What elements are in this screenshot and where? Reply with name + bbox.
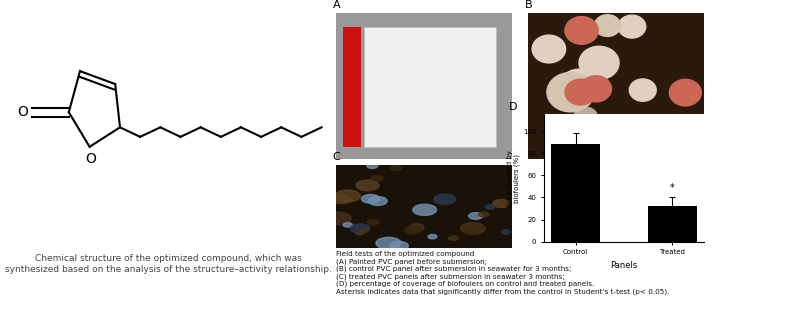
Text: Field tests of the optimized compound
(A) Painted PVC panel before submersion;
(: Field tests of the optimized compound (A…: [336, 251, 670, 295]
Bar: [364, 27, 496, 147]
Circle shape: [565, 79, 596, 105]
Circle shape: [390, 241, 408, 250]
Circle shape: [559, 69, 599, 103]
Text: D: D: [509, 102, 518, 112]
Circle shape: [478, 212, 489, 217]
Circle shape: [493, 199, 510, 208]
Bar: [343, 27, 361, 147]
Text: O: O: [85, 152, 96, 166]
Circle shape: [350, 224, 370, 233]
Circle shape: [367, 163, 378, 169]
Circle shape: [469, 213, 483, 219]
Bar: [551, 144, 600, 242]
Circle shape: [391, 166, 401, 170]
Bar: [648, 206, 697, 242]
Circle shape: [409, 224, 424, 231]
Text: A: A: [333, 0, 340, 10]
Circle shape: [580, 76, 611, 102]
Circle shape: [461, 223, 485, 234]
Circle shape: [356, 231, 363, 235]
X-axis label: Panels: Panels: [610, 261, 638, 270]
Circle shape: [574, 107, 598, 127]
Text: B: B: [525, 0, 532, 10]
Circle shape: [362, 195, 380, 203]
Circle shape: [532, 35, 566, 63]
Circle shape: [434, 194, 455, 204]
Circle shape: [465, 229, 475, 234]
Circle shape: [413, 204, 437, 215]
Circle shape: [670, 79, 702, 106]
Circle shape: [369, 197, 387, 205]
Circle shape: [565, 17, 598, 44]
Circle shape: [371, 175, 383, 181]
Circle shape: [356, 180, 379, 191]
Circle shape: [630, 79, 656, 101]
Text: *: *: [670, 183, 675, 193]
Circle shape: [502, 230, 510, 234]
Circle shape: [324, 212, 351, 225]
Circle shape: [579, 46, 619, 80]
Circle shape: [367, 219, 378, 225]
Circle shape: [428, 234, 437, 239]
Text: Chemical structure of the optimized compound, which was
synthesized based on the: Chemical structure of the optimized comp…: [5, 254, 331, 274]
Circle shape: [332, 195, 351, 204]
Circle shape: [547, 73, 594, 112]
Circle shape: [405, 226, 421, 234]
Circle shape: [486, 204, 494, 209]
Circle shape: [618, 15, 646, 38]
Y-axis label: Area covered by
biofoulers (%): Area covered by biofoulers (%): [506, 150, 520, 206]
Text: C: C: [333, 152, 340, 162]
Circle shape: [594, 15, 621, 37]
Circle shape: [376, 237, 401, 249]
Text: O: O: [18, 105, 29, 119]
Circle shape: [414, 207, 433, 215]
Circle shape: [343, 223, 353, 227]
Circle shape: [358, 229, 367, 233]
Circle shape: [449, 236, 458, 240]
Circle shape: [334, 190, 360, 202]
